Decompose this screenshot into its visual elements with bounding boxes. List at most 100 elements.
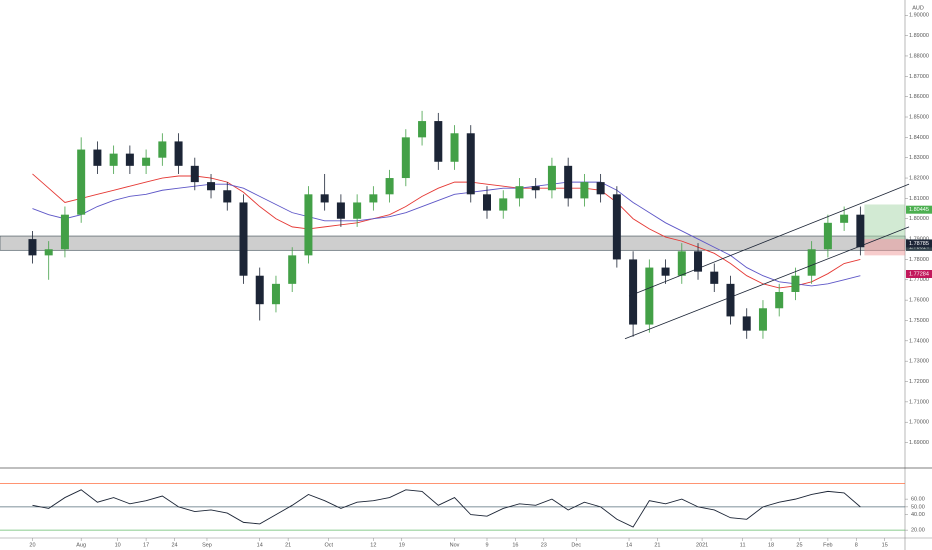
y-tick-label: 1.76000 [909, 298, 929, 304]
candle-body [320, 194, 329, 203]
candle-body [353, 202, 362, 219]
y-tick-label: 1.84000 [909, 135, 929, 141]
price-tag [906, 205, 932, 214]
candle-body [823, 222, 832, 250]
candle-body [255, 275, 264, 305]
x-tick-label: Oct [324, 542, 333, 548]
y-tick-label: 1.85000 [909, 114, 929, 120]
candle-body [174, 141, 183, 166]
x-tick-label: 12 [370, 542, 376, 548]
x-tick-label: 21 [285, 542, 291, 548]
y-tick-label: 1.81000 [909, 196, 929, 202]
y-tick-label: 1.83000 [909, 155, 929, 161]
y-tick-label: 1.87000 [909, 74, 929, 80]
zone [864, 204, 905, 240]
candle-body [515, 186, 524, 199]
candle-body [742, 316, 751, 331]
y-tick-label: 1.74000 [909, 338, 929, 344]
candle-body [547, 165, 556, 191]
y-tick-label: 50.00 [911, 504, 925, 510]
candle-body [564, 165, 573, 199]
candle-body [207, 182, 216, 191]
x-tick-label: Aug [76, 542, 86, 548]
candle-body [758, 308, 767, 331]
x-tick-label: 9 [485, 542, 488, 548]
y-tick-label: 1.86000 [909, 94, 929, 100]
candle-body [304, 194, 313, 256]
x-tick-label: 14 [626, 542, 632, 548]
trend-line [628, 183, 910, 297]
candle-body [840, 214, 849, 223]
rsi-line [32, 489, 861, 528]
x-tick-label: 14 [257, 542, 263, 548]
x-tick-label: Sep [202, 542, 212, 548]
candle-body [629, 259, 638, 325]
y-tick-label: 1.88000 [909, 53, 929, 59]
candle-body [531, 186, 540, 191]
candle-body [434, 121, 443, 162]
x-tick-label: 2021 [696, 542, 708, 548]
candle-body [580, 182, 589, 199]
y-tick-label: 1.90000 [909, 13, 929, 19]
price-tag [906, 270, 932, 279]
price-tag-label: 1.77284 [909, 271, 929, 277]
x-tick-label: 20 [29, 542, 35, 548]
x-tick-label: 23 [541, 542, 547, 548]
candle-body [77, 149, 86, 215]
y-tick-label: 1.80000 [909, 216, 929, 222]
candle-body [158, 141, 167, 158]
x-tick-label: 10 [115, 542, 121, 548]
zone [0, 235, 906, 251]
y-tick-label: 60.00 [911, 497, 925, 503]
candle-body [710, 271, 719, 284]
y-tick-label: 1.89000 [909, 33, 929, 39]
candle-body [223, 190, 232, 203]
y-tick-label: 1.70000 [909, 420, 929, 426]
candle-body [466, 133, 475, 195]
candle-body [418, 121, 427, 138]
y-tick-label: 1.71000 [909, 399, 929, 405]
candle-body [28, 239, 37, 256]
x-tick-label: 16 [512, 542, 518, 548]
price-tag [906, 239, 932, 248]
candle-body [336, 202, 345, 219]
candle-body [482, 194, 491, 211]
candle-body [856, 214, 865, 248]
y-tick-label: 1.72000 [909, 379, 929, 385]
y-tick-label: 1.78000 [909, 257, 929, 263]
candle-body [450, 133, 459, 162]
candle-body [596, 182, 605, 195]
candle-body [142, 157, 151, 166]
y-tick-label: 1.73000 [909, 359, 929, 365]
candle-body [385, 178, 394, 195]
x-tick-label: 18 [768, 542, 774, 548]
y-tick-label: 1.69000 [909, 440, 929, 446]
candle-body [60, 214, 69, 250]
y-tick-label: 40.00 [911, 512, 925, 518]
candle-body [271, 283, 280, 305]
candle-body [44, 249, 53, 256]
x-tick-label: 17 [143, 542, 149, 548]
x-tick-label: 15 [882, 542, 888, 548]
x-tick-label: 25 [796, 542, 802, 548]
zone [864, 239, 905, 256]
candle-body [726, 283, 735, 317]
x-tick-label: Dec [571, 542, 581, 548]
price-tag-label: 1.80445 [909, 207, 929, 213]
x-tick-label: 19 [399, 542, 405, 548]
candle-body [239, 202, 248, 276]
candle-body [369, 194, 378, 203]
candle-body [677, 251, 686, 276]
currency-label: AUD [912, 5, 924, 11]
x-tick-label: 24 [171, 542, 177, 548]
candle-body [93, 149, 102, 166]
candle-body [125, 153, 134, 166]
candle-body [401, 137, 410, 179]
candle-body [499, 198, 508, 211]
candle-body [661, 267, 670, 276]
price-tag-label: 1.78785 [909, 241, 929, 247]
candle-body [807, 249, 816, 276]
trend-line [624, 226, 910, 340]
